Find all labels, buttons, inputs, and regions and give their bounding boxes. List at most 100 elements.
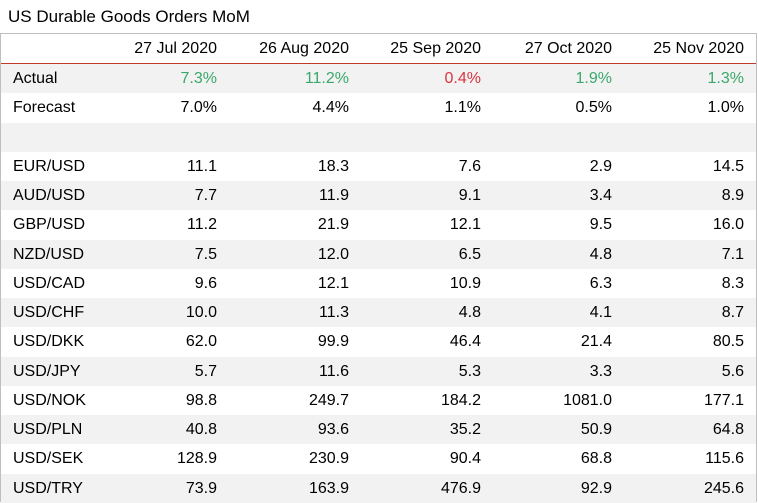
table-cell: 249.7 (308, 391, 349, 409)
table-cell: 92.9 (580, 479, 612, 497)
row-label: Forecast (13, 99, 76, 117)
table-cell: 5.3 (458, 362, 481, 380)
row-label: AUD/USD (13, 187, 86, 204)
column-header: 27 Jul 2020 (134, 40, 217, 57)
table-cell: 12.1 (317, 274, 349, 292)
table-cell: 98.8 (185, 391, 217, 409)
row-label: USD/JPY (13, 362, 81, 380)
table-cell: 4.4% (312, 99, 349, 117)
table-cell: 4.8 (589, 245, 612, 263)
table-cell: 46.4 (449, 333, 481, 351)
table-row: USD/SEK 128.9 230.9 90.4 68.8 115.6 (1, 444, 756, 473)
table-row: USD/CAD 9.6 12.1 10.9 6.3 8.3 (1, 269, 756, 298)
row-label: EUR/USD (13, 157, 86, 175)
table-cell: 11.6 (319, 362, 349, 380)
table-cell: 128.9 (176, 450, 217, 468)
table-cell: 3.3 (589, 362, 612, 380)
table-row: Forecast 7.0% 4.4% 1.1% 0.5% 1.0% (1, 93, 756, 122)
table-cell: 6.5 (458, 245, 481, 263)
table-row: USD/CHF 10.0 11.3 4.8 4.1 8.7 (1, 298, 756, 327)
table-cell: 184.2 (440, 391, 481, 409)
table-cell: 4.1 (589, 304, 612, 321)
row-label: GBP/USD (13, 216, 86, 234)
table-cell: 2.9 (589, 157, 612, 175)
table-cell: 12.1 (449, 216, 481, 234)
header-row: 27 Jul 2020 26 Aug 2020 25 Sep 2020 27 O… (1, 34, 756, 65)
table-cell: 115.6 (705, 450, 744, 468)
table-row: AUD/USD 7.7 11.9 9.1 3.4 8.9 (1, 181, 756, 210)
table-cell: 80.5 (712, 333, 744, 351)
table-row: USD/TRY 73.9 163.9 476.9 92.9 245.6 (1, 473, 756, 503)
table-cell: 230.9 (308, 450, 349, 468)
table-cell: 10.9 (449, 274, 481, 292)
row-label: NZD/USD (13, 245, 85, 263)
row-label: USD/DKK (13, 333, 85, 351)
table-cell: 3.4 (589, 187, 612, 204)
table-cell: 11.1 (187, 157, 217, 175)
table-cell: 7.1 (721, 245, 744, 263)
table-cell: 10.0 (185, 304, 217, 321)
table-row: USD/JPY 5.7 11.6 5.3 3.3 5.6 (1, 356, 756, 386)
row-label: USD/PLN (13, 421, 83, 438)
table-cell: 18.3 (317, 157, 349, 175)
table-cell: 93.6 (317, 421, 349, 438)
row-label: USD/TRY (13, 479, 83, 497)
table-cell: 1081.0 (563, 391, 612, 409)
table-cell: 0.5% (575, 99, 612, 117)
table-cell: 21.9 (317, 216, 349, 234)
table-row (1, 122, 756, 152)
table-cell: 9.6 (194, 274, 217, 292)
column-header: 25 Nov 2020 (653, 40, 744, 57)
table-cell: 90.4 (449, 450, 481, 468)
table-cell: 245.6 (703, 479, 744, 497)
table-cell: 6.3 (589, 274, 612, 292)
row-label: USD/NOK (13, 391, 86, 409)
table-cell: 7.3% (180, 70, 217, 87)
table-cell: 73.9 (185, 479, 217, 497)
table-row: GBP/USD 11.2 21.9 12.1 9.5 16.0 (1, 210, 756, 239)
table-cell: 62.0 (185, 333, 217, 351)
table-cell: 68.8 (580, 450, 612, 468)
table-cell: 163.9 (308, 479, 349, 497)
row-label: USD/CAD (13, 274, 86, 292)
table-cell: 11.2% (304, 70, 349, 87)
table-cell: 1.0% (707, 99, 744, 117)
column-header: 26 Aug 2020 (259, 40, 349, 57)
table-cell: 476.9 (440, 479, 481, 497)
row-label: Actual (13, 70, 58, 87)
table-cell: 40.8 (185, 421, 217, 438)
table-cell: 0.4% (444, 70, 481, 87)
table-row: USD/NOK 98.8 249.7 184.2 1081.0 177.1 (1, 386, 756, 415)
column-header: 27 Oct 2020 (524, 40, 612, 57)
table-cell: 1.1% (444, 99, 481, 117)
table-cell: 7.7 (194, 187, 217, 204)
table-cell: 7.0% (180, 99, 217, 117)
table-row: USD/DKK 62.0 99.9 46.4 21.4 80.5 (1, 327, 756, 356)
table-cell: 12.0 (317, 245, 349, 263)
table-title: US Durable Goods Orders MoM (8, 7, 250, 26)
table-cell: 21.4 (580, 333, 612, 351)
row-label: USD/CHF (13, 304, 85, 321)
table-row: EUR/USD 11.1 18.3 7.6 2.9 14.5 (1, 152, 756, 181)
table-cell: 8.9 (721, 187, 744, 204)
table-cell: 35.2 (449, 421, 481, 438)
table-cell: 11.3 (319, 304, 349, 321)
row-label: USD/SEK (13, 450, 84, 468)
table-cell: 64.8 (712, 421, 744, 438)
table-cell: 16.0 (712, 216, 744, 234)
column-header: 25 Sep 2020 (390, 40, 481, 57)
table-cell: 8.3 (721, 274, 744, 292)
table-cell: 1.3% (707, 70, 744, 87)
table-cell: 9.5 (589, 216, 612, 234)
table-cell: 11.2 (187, 216, 217, 234)
table-row: Actual 7.3% 11.2% 0.4% 1.9% 1.3% (1, 64, 756, 93)
table-row: USD/PLN 40.8 93.6 35.2 50.9 64.8 (1, 415, 756, 444)
table-cell: 14.5 (712, 157, 744, 175)
table-cell: 9.1 (458, 187, 481, 204)
table-cell: 8.7 (721, 304, 744, 321)
table-cell: 177.1 (703, 391, 744, 409)
table-cell: 4.8 (458, 304, 481, 321)
table-cell: 50.9 (580, 421, 612, 438)
table-cell: 11.9 (319, 187, 349, 204)
table-cell: 99.9 (317, 333, 349, 351)
